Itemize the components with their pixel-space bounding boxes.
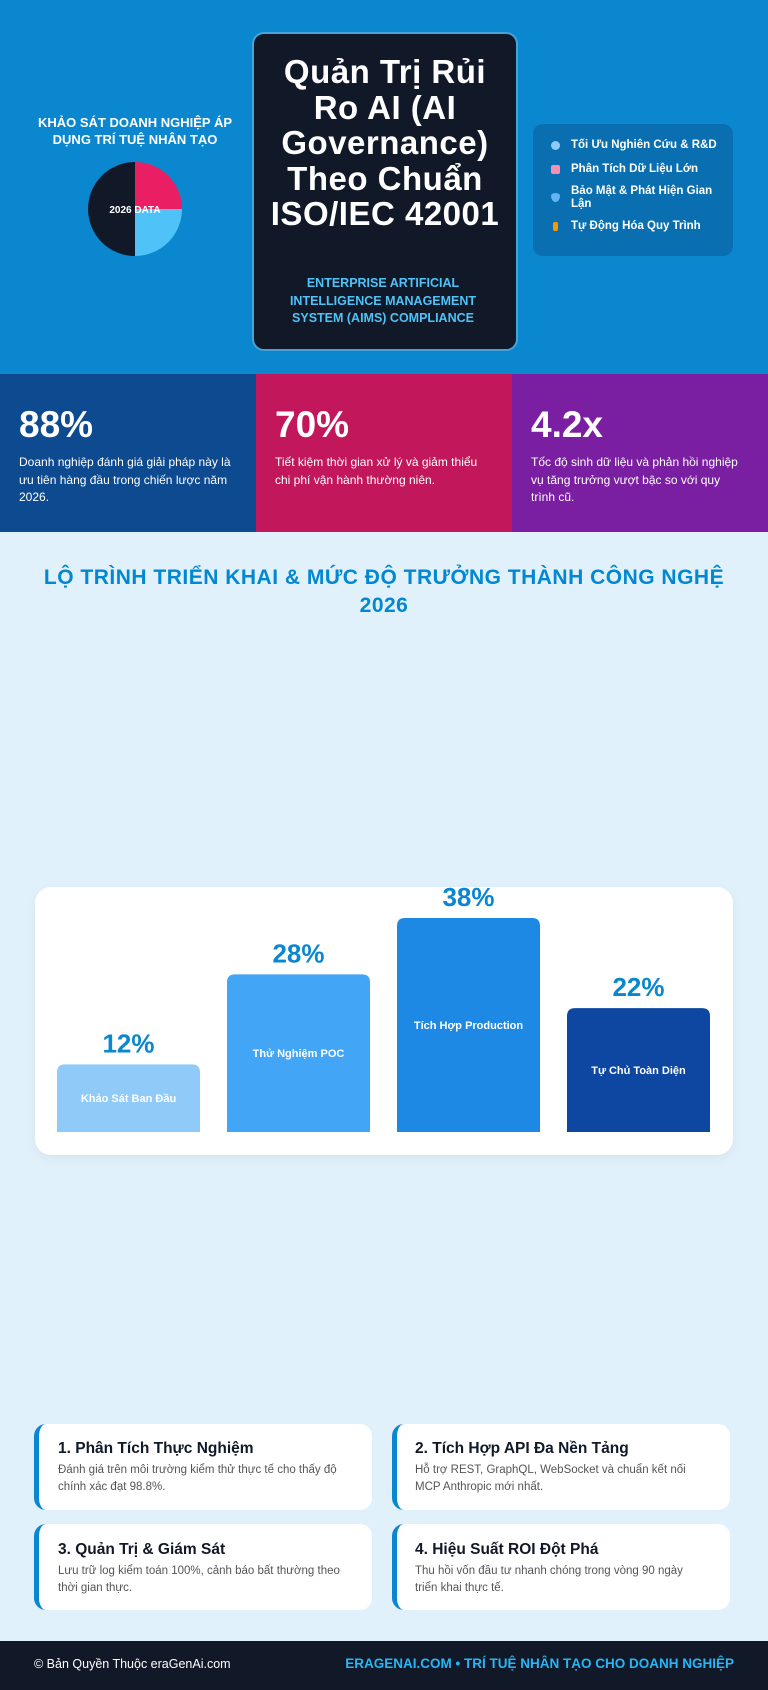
card-title: 2. Tích Hợp API Đa Nền Tảng bbox=[415, 1440, 629, 1457]
card-title: 1. Phân Tích Thực Nghiệm bbox=[58, 1440, 254, 1457]
value-label: 38% bbox=[442, 882, 494, 912]
feature: Phân Tích Dữ Liệu Lớn bbox=[571, 163, 699, 175]
bar bbox=[57, 1064, 200, 1132]
value-label: 12% bbox=[102, 1028, 154, 1058]
info-card bbox=[392, 1424, 730, 1510]
info-card bbox=[34, 1424, 372, 1510]
category-label: Tích Hợp Production bbox=[414, 1020, 524, 1032]
feature-box bbox=[533, 124, 733, 256]
info-card bbox=[392, 1524, 730, 1610]
feature: Tối Ưu Nghiên Cứu & R&D bbox=[571, 139, 717, 151]
info-card bbox=[34, 1524, 372, 1610]
bar bbox=[397, 918, 540, 1132]
category-label: Tự Chủ Toàn Diện bbox=[591, 1065, 686, 1077]
section-title: LỘ TRÌNH TRIỂN KHAI & MỨC ĐỘ TRƯỞNG THÀN… bbox=[43, 566, 725, 617]
footer bbox=[0, 1641, 768, 1690]
pie-slice bbox=[135, 209, 182, 256]
card-text: Hỗ trợ REST, GraphQL, WebSocket và chuẩn… bbox=[415, 1464, 686, 1493]
stat bbox=[256, 374, 512, 532]
stat-text: Tiết kiệm thời gian xử lý và giảm thiểu … bbox=[275, 455, 478, 487]
value-label: 28% bbox=[272, 938, 324, 968]
stat bbox=[0, 374, 256, 532]
icon bbox=[551, 141, 560, 150]
bar bbox=[567, 1008, 710, 1132]
stat bbox=[512, 374, 768, 532]
bar-chart: 12% Khảo Sát Ban Đầu 28% Thử Nghiệm POC 38% T… bbox=[57, 882, 710, 1132]
pie-chart: 2026 DATA bbox=[88, 162, 182, 256]
bar bbox=[227, 974, 370, 1132]
hero-subtitle: ENTERPRISE ARTIFICIAL INTELLIGENCE MANAG… bbox=[289, 276, 477, 325]
value-label: 22% bbox=[612, 972, 664, 1002]
hero-card bbox=[252, 32, 518, 351]
card-title: 3. Quản Trị & Giám Sát bbox=[58, 1541, 226, 1558]
pie-slice bbox=[88, 162, 135, 256]
feature: Bảo Mật & Phát Hiện Gian Lận bbox=[571, 185, 713, 210]
footer-brand: ERAGENAI.COM • TRÍ TUỆ NHÂN TẠO CHO DOAN… bbox=[345, 1656, 734, 1671]
card-text: Lưu trữ log kiểm toán 100%, cảnh báo bất… bbox=[58, 1565, 340, 1594]
hero-title: Quản Trị Rủi Ro AI (AI Governance) Theo … bbox=[270, 53, 500, 232]
icon bbox=[551, 165, 560, 174]
card-text: Thu hồi vốn đầu tư nhanh chóng trong vòn… bbox=[415, 1565, 683, 1594]
card-text: Đánh giá trên môi trường kiểm thử thực t… bbox=[58, 1464, 337, 1493]
category-label: Khảo Sát Ban Đầu bbox=[81, 1093, 176, 1105]
pie-slice bbox=[135, 162, 182, 209]
icon bbox=[553, 222, 558, 231]
icon bbox=[551, 193, 560, 202]
stat-value: 70% bbox=[275, 404, 350, 445]
copyright: © Bản Quyền Thuộc eraGenAi.com bbox=[34, 1657, 231, 1671]
pie-title: KHẢO SÁT DOANH NGHIỆP ÁP DỤNG TRÍ TUỆ NH… bbox=[37, 115, 233, 147]
stat-value: 88% bbox=[19, 404, 94, 445]
feature: Tự Động Hóa Quy Trình bbox=[571, 220, 701, 232]
pie-label: 2026 DATA bbox=[109, 205, 160, 216]
card-title: 4. Hiệu Suất ROI Đột Phá bbox=[415, 1541, 599, 1558]
stat-text: Tốc độ sinh dữ liệu và phản hồi nghiệp v… bbox=[531, 455, 738, 504]
category-label: Thử Nghiệm POC bbox=[253, 1048, 345, 1060]
stat-value: 4.2x bbox=[531, 404, 604, 445]
stat-text: Doanh nghiệp đánh giá giải pháp này là ư… bbox=[19, 455, 231, 504]
